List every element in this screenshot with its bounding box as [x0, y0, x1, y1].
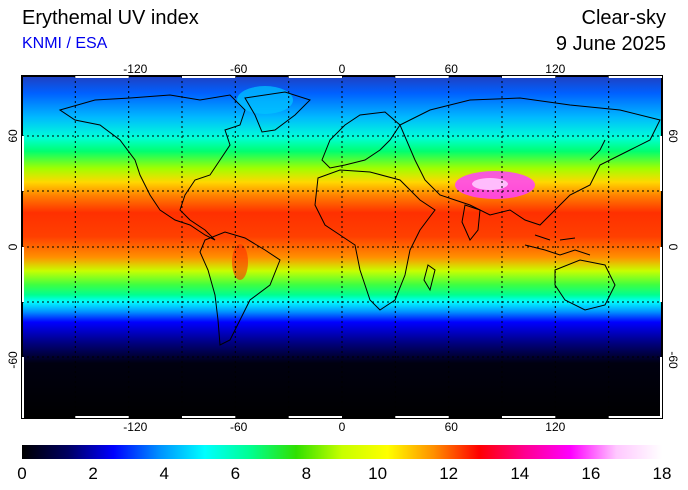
- lat-labels-left: 60 0 -60: [6, 129, 20, 369]
- south-america-coast: [199, 231, 281, 346]
- lat-label: 0: [666, 244, 680, 251]
- credit-link[interactable]: KNMI / ESA: [22, 35, 108, 52]
- lon-label: 120: [545, 420, 565, 434]
- coastlines: [58, 91, 661, 346]
- lon-label: -120: [123, 62, 147, 76]
- lon-label: -120: [123, 420, 147, 434]
- frame-ticks: [22, 76, 662, 418]
- colorbar-label: 2: [88, 464, 98, 483]
- lon-label: 0: [339, 62, 346, 76]
- greenland-coast: [244, 91, 311, 133]
- map-title: Erythemal UV index: [22, 7, 199, 29]
- sky-condition: Clear-sky: [581, 7, 666, 29]
- lon-labels-top: -120 -60 0 60 120: [123, 62, 565, 76]
- colorbar-label: 4: [159, 464, 169, 483]
- colorbar-label: 6: [230, 464, 241, 483]
- lat-label: -60: [6, 351, 20, 369]
- colorbar-label: 14: [510, 464, 530, 483]
- colorbar-label: 0: [17, 464, 27, 483]
- lon-labels-bottom: -120 -60 0 60 120: [123, 420, 565, 434]
- lon-label: -60: [230, 62, 248, 76]
- lat-label: -60: [666, 351, 680, 369]
- graticule: [22, 76, 662, 418]
- lat-labels-right: 60 0 -60: [666, 129, 680, 369]
- uv-colorbar: [22, 445, 662, 459]
- colorbar-label: 8: [301, 464, 312, 483]
- lat-label: 0: [6, 243, 20, 250]
- lon-label: 0: [339, 420, 346, 434]
- australia-coast: [554, 259, 616, 311]
- andes-hotspot: [232, 244, 248, 280]
- lat-label: 60: [666, 129, 680, 143]
- lon-label: 60: [445, 420, 459, 434]
- lat-label: 60: [6, 129, 20, 143]
- indonesia-coast: [524, 234, 591, 256]
- colorbar-label: 12: [439, 464, 459, 483]
- africa-coast: [314, 169, 436, 311]
- japan-coast: [589, 139, 606, 161]
- lon-label: 60: [445, 62, 459, 76]
- colorbar-label: 16: [581, 464, 601, 483]
- asia-coast: [399, 97, 661, 226]
- madagascar-coast: [423, 264, 436, 292]
- lon-label: -60: [230, 420, 248, 434]
- uv-map: -120 -60 0 60 120 -120 -60 0 60 120 60 0…: [6, 62, 680, 434]
- map-date: 9 June 2025: [555, 33, 666, 55]
- colorbar-label: 18: [652, 464, 672, 483]
- lon-label: 120: [545, 62, 565, 76]
- north-america-coast: [58, 94, 246, 241]
- indian-peninsula: [461, 204, 481, 241]
- colorbar-label: 10: [368, 464, 388, 483]
